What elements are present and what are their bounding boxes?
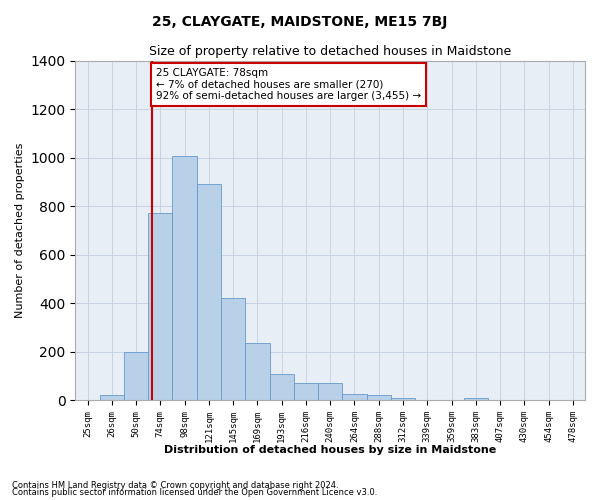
Bar: [197, 184, 221, 400]
Bar: [221, 298, 245, 400]
Text: 25 CLAYGATE: 78sqm
← 7% of detached houses are smaller (270)
92% of semi-detache: 25 CLAYGATE: 78sqm ← 7% of detached hous…: [156, 68, 421, 101]
Bar: [294, 384, 318, 400]
Bar: [172, 156, 197, 400]
Text: 25, CLAYGATE, MAIDSTONE, ME15 7BJ: 25, CLAYGATE, MAIDSTONE, ME15 7BJ: [152, 15, 448, 29]
Bar: [245, 343, 269, 400]
Bar: [100, 395, 124, 400]
X-axis label: Distribution of detached houses by size in Maidstone: Distribution of detached houses by size …: [164, 445, 496, 455]
Bar: [124, 352, 148, 400]
Bar: [391, 398, 415, 400]
Bar: [269, 374, 294, 400]
Title: Size of property relative to detached houses in Maidstone: Size of property relative to detached ho…: [149, 45, 511, 58]
Bar: [148, 214, 172, 400]
Text: Contains HM Land Registry data © Crown copyright and database right 2024.: Contains HM Land Registry data © Crown c…: [12, 480, 338, 490]
Bar: [318, 384, 343, 400]
Bar: [343, 394, 367, 400]
Bar: [367, 396, 391, 400]
Bar: [464, 398, 488, 400]
Y-axis label: Number of detached properties: Number of detached properties: [15, 142, 25, 318]
Text: Contains public sector information licensed under the Open Government Licence v3: Contains public sector information licen…: [12, 488, 377, 497]
